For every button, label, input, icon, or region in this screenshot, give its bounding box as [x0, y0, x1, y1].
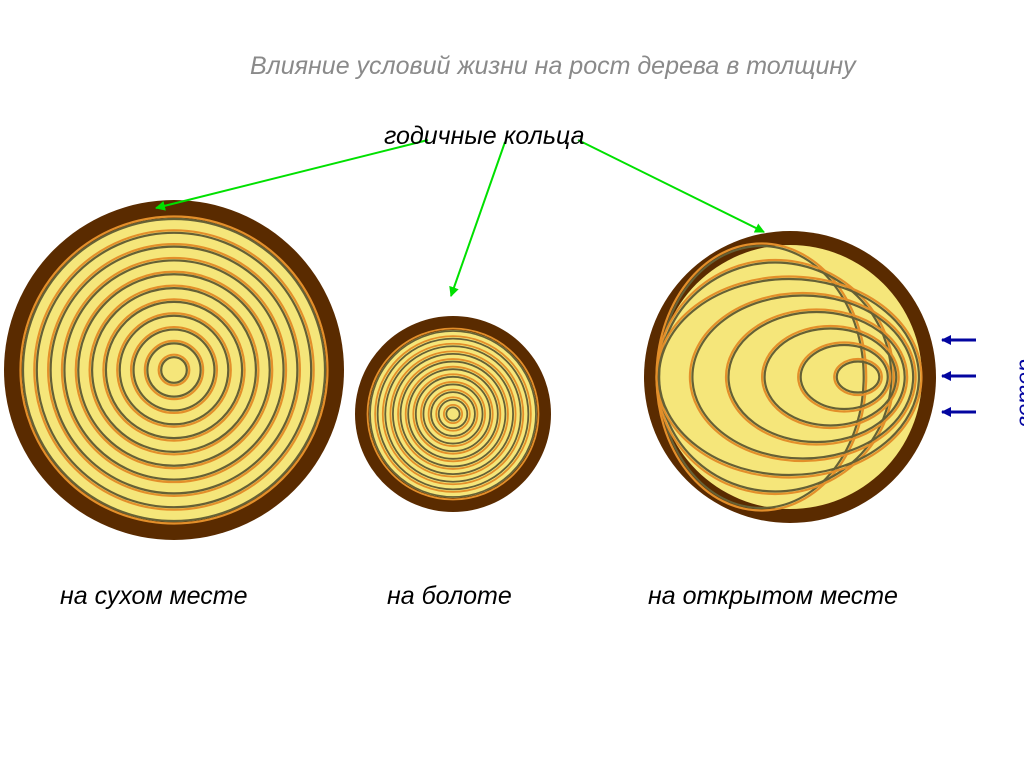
- title-text: Влияние условий жизни на рост дерева в т…: [250, 52, 856, 81]
- diagram-canvas: [0, 0, 1024, 767]
- pointer-arrow-1: [451, 142, 505, 296]
- pointer-arrow-2: [578, 140, 764, 232]
- wind-label: ветер: [1011, 359, 1024, 428]
- subtitle-text: годичные кольца: [384, 122, 585, 151]
- trunk-swamp: [355, 316, 551, 512]
- trunk-dry: [4, 200, 344, 540]
- caption-dry: на сухом месте: [60, 582, 248, 611]
- caption-open: на открытом месте: [648, 582, 898, 611]
- trunk-open: [644, 231, 936, 523]
- caption-swamp: на болоте: [387, 582, 512, 611]
